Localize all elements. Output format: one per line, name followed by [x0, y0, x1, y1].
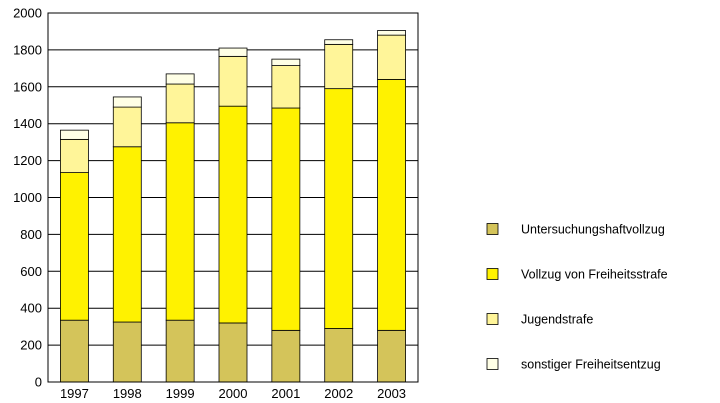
- legend-label: Untersuchungshaftvollzug: [521, 223, 665, 237]
- y-tick-label: 200: [20, 338, 42, 353]
- y-tick-label: 1800: [13, 42, 42, 57]
- legend-swatch: [486, 358, 499, 370]
- y-tick-label: 800: [20, 227, 42, 242]
- bar-segment: [165, 73, 195, 85]
- bar-segment: [165, 319, 195, 383]
- bar-segment: [112, 106, 142, 148]
- y-tick-label: 400: [20, 301, 42, 316]
- bar-segment: [218, 55, 248, 107]
- bar-segment: [324, 43, 354, 90]
- x-tick-label: 1998: [113, 386, 142, 401]
- bar-segment: [60, 129, 89, 140]
- legend-swatch: [486, 313, 499, 325]
- bar-segment: [271, 65, 301, 109]
- y-tick-labels: 0 200 400 600 800 1000 1200 1400 1600 1800 2000: [13, 6, 42, 390]
- bar-segment: [218, 47, 248, 57]
- bar-segment: [112, 321, 142, 383]
- axes: [47, 12, 419, 383]
- bar-segment: [112, 96, 142, 108]
- bar-segment: [324, 328, 354, 383]
- bar-segment: [271, 58, 301, 66]
- y-tick-label: 600: [20, 264, 42, 279]
- bar-segment: [60, 172, 89, 321]
- x-tick-label: 2000: [219, 386, 248, 401]
- y-tick-label: 1600: [13, 79, 42, 94]
- bar-segment: [165, 122, 195, 321]
- bars: [60, 30, 406, 383]
- legend-label: Vollzug von Freiheitsstrafe: [521, 268, 668, 282]
- x-tick-label: 1999: [166, 386, 195, 401]
- bar-segment: [377, 329, 406, 383]
- x-tick-labels: 1997 1998 1999 2000 2001 2002 2003: [60, 386, 406, 401]
- bar-segment: [324, 39, 354, 45]
- x-tick-label: 2003: [377, 386, 406, 401]
- bar-segment: [271, 107, 301, 331]
- y-tick-label: 1400: [13, 116, 42, 131]
- bar-segment: [218, 105, 248, 324]
- bar-segment: [60, 319, 89, 383]
- bar-segment: [271, 329, 301, 383]
- bar-segment: [377, 79, 406, 331]
- x-tick-label: 1997: [60, 386, 89, 401]
- bar-segment: [377, 34, 406, 80]
- y-tick-label: 2000: [13, 6, 42, 21]
- legend-label: Jugendstrafe: [521, 313, 593, 327]
- bar-segment: [60, 138, 89, 173]
- x-tick-label: 2001: [271, 386, 300, 401]
- legend-swatch: [486, 268, 499, 280]
- x-tick-label: 2002: [324, 386, 353, 401]
- legend-label: sonstiger Freiheitsentzug: [521, 358, 661, 372]
- bar-segment: [324, 88, 354, 329]
- y-tick-label: 0: [35, 375, 42, 390]
- legend: Untersuchungshaftvollzug Vollzug von Frei…: [486, 223, 668, 372]
- plot-frame: [47, 12, 419, 383]
- bar-segment: [218, 322, 248, 383]
- y-tick-label: 1000: [13, 190, 42, 205]
- legend-swatch: [486, 223, 499, 235]
- bar-segment: [377, 30, 406, 36]
- y-tick-label: 1200: [13, 153, 42, 168]
- bar-segment: [112, 146, 142, 323]
- bar-segment: [165, 83, 195, 124]
